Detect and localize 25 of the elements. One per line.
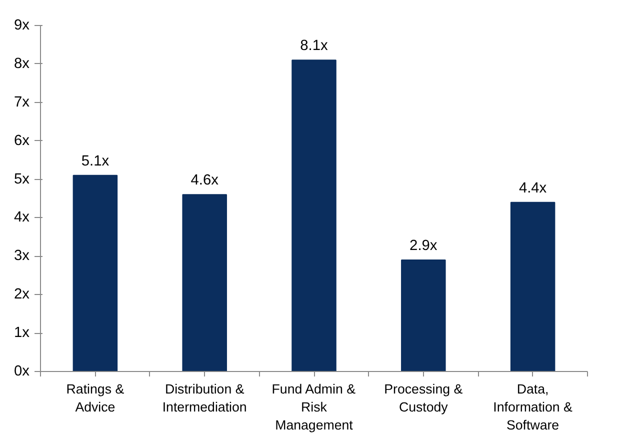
y-tick-label: 9x (14, 18, 30, 34)
bar (510, 202, 556, 372)
x-tick-label: Distribution & Intermediation (162, 382, 247, 414)
data-label: 4.4x (518, 180, 548, 196)
bar (182, 194, 227, 372)
x-tick-label: Processing & Custody (384, 382, 463, 414)
y-tick-label: 5x (14, 171, 30, 188)
y-tick-label: 7x (14, 94, 30, 110)
x-tick-label: Data, Information & Software (493, 382, 573, 432)
y-tick-label: 2x (14, 286, 30, 303)
x-tick-label: Fund Admin & Risk Management (272, 382, 356, 432)
data-label: 5.1x (81, 153, 110, 170)
bar (72, 174, 118, 372)
y-tick-label: 6x (14, 132, 30, 149)
x-tick-label: Ratings & Advice (66, 382, 124, 414)
y-tick-label: 4x (14, 210, 30, 226)
y-tick-label: 1x (14, 325, 30, 342)
bar (401, 260, 446, 372)
y-tick-label: 8x (14, 56, 30, 72)
y-tick-label: 3x (14, 248, 30, 264)
data-label: 2.9x (410, 238, 438, 254)
bar (292, 60, 336, 372)
data-label: 8.1x (300, 38, 329, 54)
y-tick-label: 0x (14, 364, 30, 380)
data-label: 4.6x (190, 172, 220, 189)
